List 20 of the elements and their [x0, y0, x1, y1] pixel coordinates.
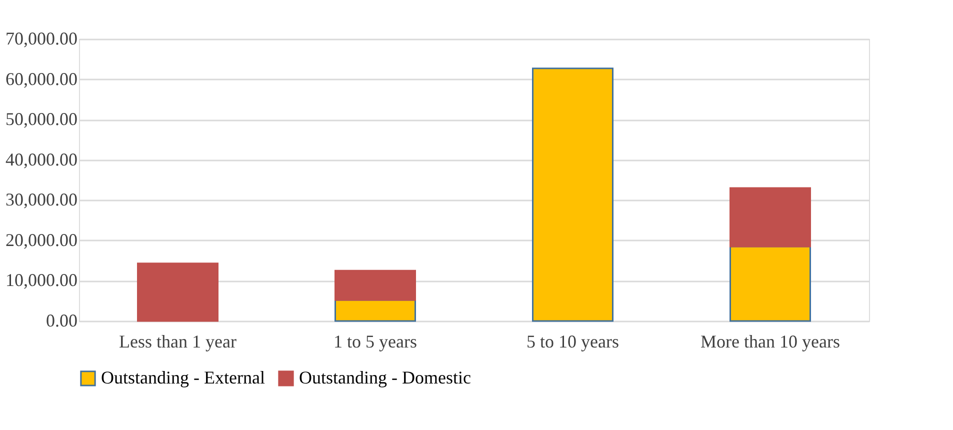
y-tick-label: 50,000.00 — [6, 109, 78, 130]
y-tick-label: 70,000.00 — [6, 28, 78, 48]
bar — [532, 68, 614, 322]
bar — [137, 262, 218, 322]
bar — [730, 187, 811, 248]
x-tick-label: 5 to 10 years — [526, 332, 619, 352]
y-tick-label: 20,000.00 — [6, 230, 78, 250]
y-tick-label: 10,000.00 — [6, 270, 78, 290]
y-tick-label: 30,000.00 — [6, 190, 78, 210]
bar — [334, 299, 416, 322]
y-tick-label: 0.00 — [46, 310, 78, 330]
bar — [730, 246, 811, 322]
x-tick-label: Less than 1 year — [119, 332, 236, 352]
bar — [334, 270, 416, 301]
y-tick-label: 60,000.00 — [6, 68, 78, 89]
y-tick-label: 40,000.00 — [6, 149, 78, 170]
legend-label: Outstanding - Domestic — [299, 367, 471, 388]
x-tick-label: More than 10 years — [700, 332, 840, 352]
x-tick-label: 1 to 5 years — [334, 332, 417, 352]
legend-label: Outstanding - External — [101, 367, 265, 388]
